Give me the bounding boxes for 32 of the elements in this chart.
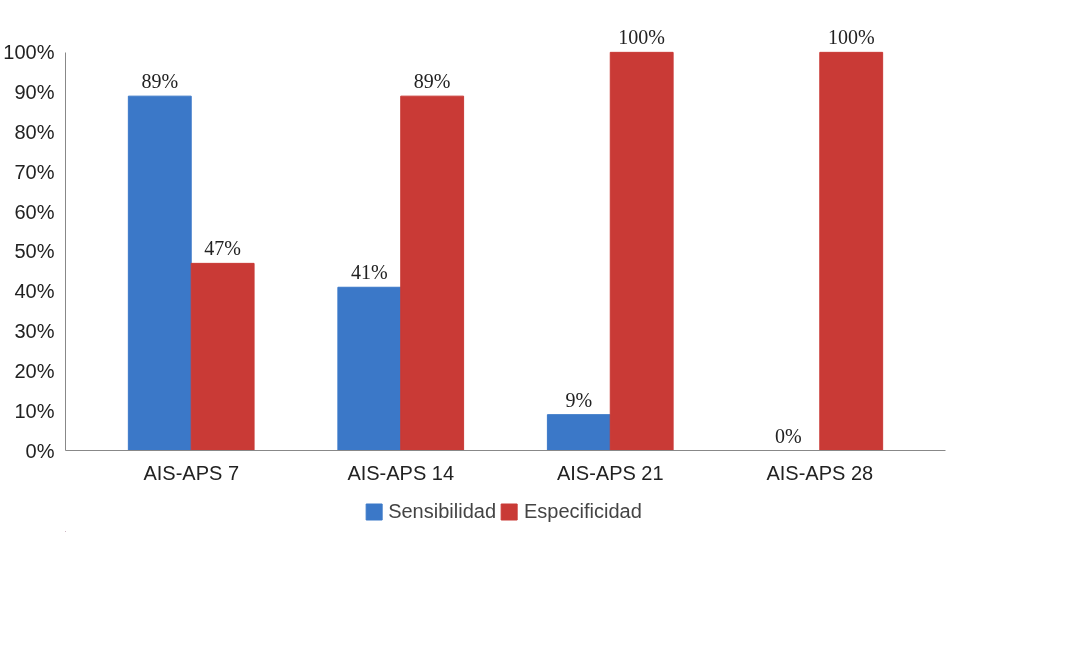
x-tick-label: AIS-APS 21 [556,461,664,484]
y-tick-label: 20% [14,359,55,382]
data-label: 47% [204,237,241,260]
data-label: 9% [565,388,593,411]
x-tick-label: AIS-APS 14 [347,461,455,484]
bar [400,95,465,451]
data-label: 89% [141,70,179,93]
bar [609,51,674,451]
bar [337,286,402,451]
bar [127,95,192,451]
data-label: 100% [827,26,875,49]
legend-label: Sensibilidad [388,499,497,523]
y-tick-label: 80% [14,120,55,143]
bar [190,262,255,451]
y-tick-label: 100% [3,41,55,64]
y-tick-label: 30% [14,320,55,343]
x-tick-label: AIS-APS 7 [143,461,240,484]
data-label: 0% [775,424,802,447]
y-tick-label: 10% [14,399,55,422]
legend-label: Especificidad [524,499,642,523]
y-tick-label: 70% [14,160,55,183]
bar [819,51,884,451]
y-tick-label: 0% [25,439,55,462]
y-tick-label: 90% [14,81,55,104]
y-tick-label: 40% [14,280,55,303]
data-label: 100% [618,26,666,49]
x-tick-label: AIS-APS 28 [766,461,874,484]
y-tick-label: 50% [14,240,55,263]
bar [546,414,611,451]
data-label: 41% [350,261,388,284]
y-tick-label: 60% [14,200,55,223]
data-label: 89% [413,70,451,93]
